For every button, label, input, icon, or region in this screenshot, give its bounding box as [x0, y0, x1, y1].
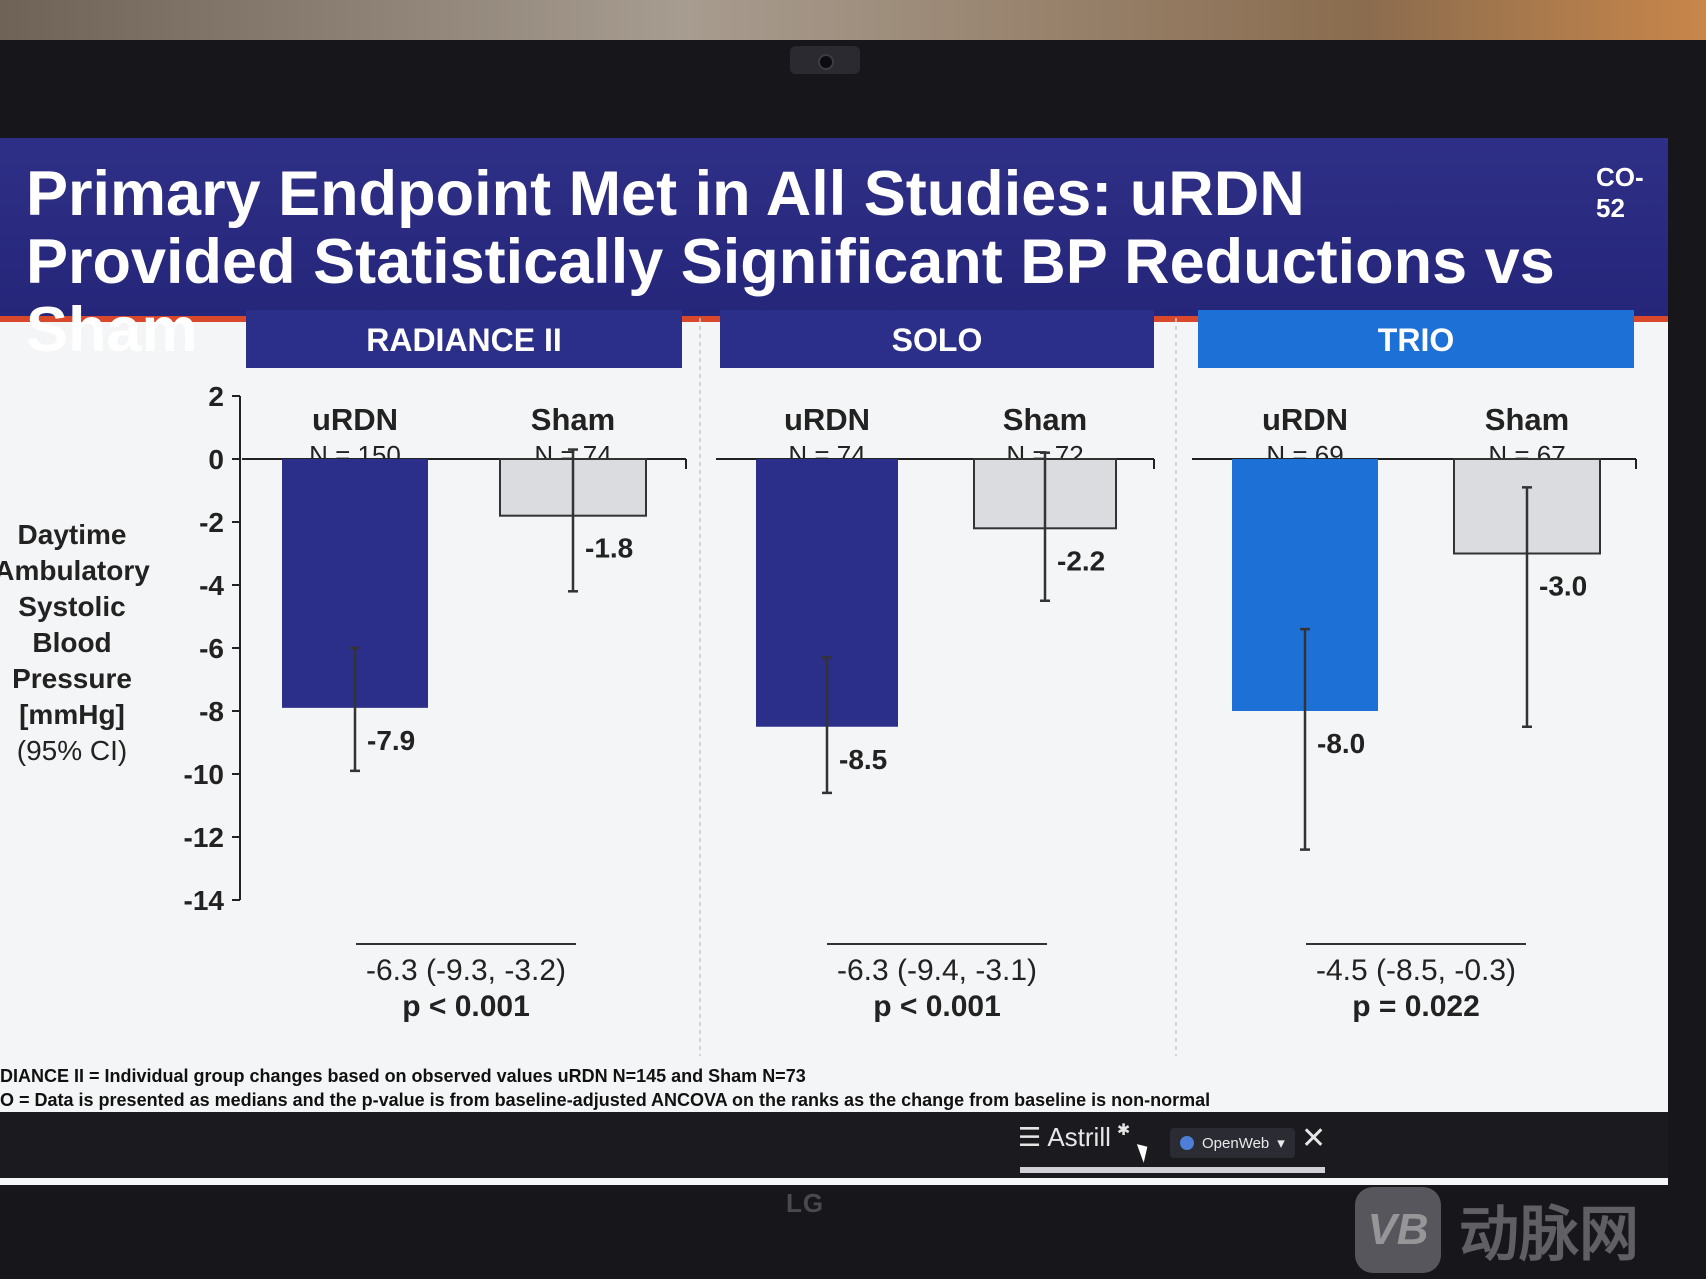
arm-label: Sham [1485, 402, 1569, 437]
astrill-label: Astrill [1047, 1122, 1111, 1152]
value-label: -8.5 [839, 744, 887, 775]
watermark-text: 动脉网 [1459, 1201, 1639, 1268]
value-label: -1.8 [585, 533, 633, 564]
astrill-star-icon: ✱ [1116, 1121, 1131, 1139]
arm-label: Sham [531, 402, 615, 437]
watermark: VB 动脉网 [1355, 1186, 1639, 1273]
openweb-dropdown[interactable]: OpenWeb ▾ [1170, 1128, 1295, 1158]
slide-code: CO-52 [1596, 162, 1644, 223]
y-axis-label: [mmHg] [19, 699, 125, 730]
openweb-icon [1180, 1136, 1194, 1150]
footnote-1: DIANCE II = Individual group changes bas… [0, 1066, 806, 1086]
study-header-bar [1198, 310, 1634, 368]
y-axis-label: Systolic [18, 591, 125, 622]
slide-title: Primary Endpoint Met in All Studies: uRD… [26, 159, 1555, 365]
difference-label: -6.3 (-9.3, -3.2) [366, 954, 566, 987]
astrill-underline [1020, 1167, 1325, 1173]
y-tick-label: -4 [199, 570, 224, 601]
value-label: -3.0 [1539, 571, 1587, 602]
y-axis-label: Pressure [12, 663, 132, 694]
study-header-label: TRIO [1378, 322, 1454, 358]
y-tick-label: 2 [208, 381, 224, 412]
arm-label: uRDN [1262, 402, 1348, 437]
astrill-button[interactable]: ☰ Astrill ✱ [1018, 1122, 1130, 1153]
y-axis-label: Blood [32, 627, 111, 658]
openweb-label: OpenWeb [1202, 1134, 1270, 1152]
arm-label: uRDN [312, 402, 398, 437]
chevron-down-icon: ▾ [1277, 1135, 1285, 1152]
value-label: -8.0 [1317, 728, 1365, 759]
y-tick-label: -12 [184, 822, 224, 853]
y-tick-label: -6 [199, 633, 224, 664]
p-value-label: p < 0.001 [402, 990, 530, 1023]
y-tick-label: -2 [199, 507, 224, 538]
arm-label: Sham [1003, 402, 1087, 437]
p-value-label: p < 0.001 [873, 990, 1001, 1023]
y-tick-label: -10 [184, 759, 224, 790]
close-icon[interactable]: ✕ [1301, 1122, 1327, 1155]
bp-chart: 2 0 -2 -4 -6 -8 -10 -12 -14 Daytime Ambulatory Syst… [0, 310, 1637, 1056]
slide-screen: Primary Endpoint Met in All Studies: uRD… [0, 138, 1668, 1185]
monitor-brand: LG [786, 1188, 825, 1218]
value-label: -2.2 [1057, 545, 1105, 576]
menu-icon: ☰ [1018, 1122, 1042, 1152]
taskbar [0, 1112, 1668, 1178]
value-label: -7.9 [367, 725, 415, 756]
webcam-icon [790, 46, 860, 74]
difference-label: -6.3 (-9.4, -3.1) [837, 954, 1037, 987]
study-header-label: SOLO [892, 322, 983, 358]
watermark-logo: VB [1355, 1186, 1441, 1273]
study-header-bar [720, 310, 1154, 368]
study-header-bar [246, 310, 682, 368]
y-tick-label: -8 [199, 696, 224, 727]
y-tick-label: 0 [208, 444, 224, 475]
y-tick-label: -14 [184, 885, 225, 916]
y-axis-label: Ambulatory [0, 555, 150, 586]
p-value-label: p = 0.022 [1352, 990, 1480, 1023]
y-axis-label: (95% CI) [17, 735, 127, 766]
study-header-label: RADIANCE II [366, 322, 562, 358]
difference-label: -4.5 (-8.5, -0.3) [1316, 954, 1516, 987]
footnote-2: O = Data is presented as medians and the… [0, 1090, 1211, 1110]
arm-label: uRDN [784, 402, 870, 437]
slide-title-bar [0, 138, 1668, 316]
y-axis-label: Daytime [18, 519, 127, 550]
